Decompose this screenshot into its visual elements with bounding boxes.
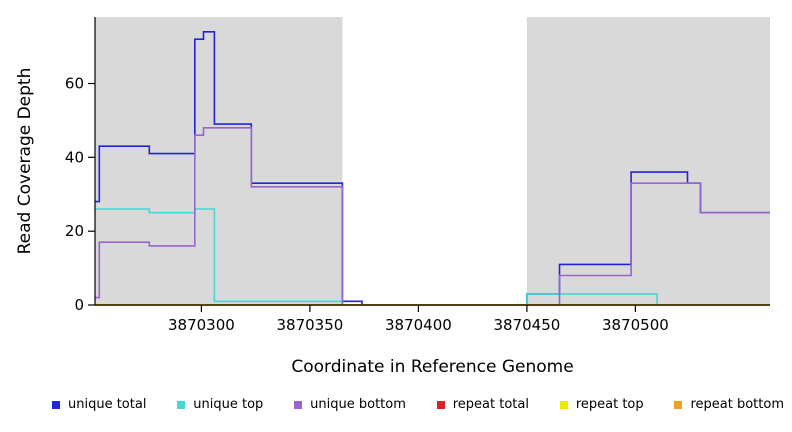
legend-item-repeat-bottom: repeat bottom — [674, 397, 784, 412]
y-tick-label: 40 — [65, 148, 84, 166]
x-tick-label: 3870300 — [168, 316, 235, 334]
x-tick-label: 3870350 — [276, 316, 343, 334]
legend-label: repeat top — [575, 397, 644, 412]
legend-swatch-repeat-top — [559, 400, 568, 409]
legend: unique total unique top unique bottom repea… — [52, 397, 784, 412]
x-tick-label: 3870450 — [493, 316, 560, 334]
legend-swatch-repeat-bottom — [674, 400, 683, 409]
legend-swatch-unique-bottom — [294, 400, 303, 409]
legend-item-unique-bottom: unique bottom — [294, 397, 406, 412]
series-unique-top — [95, 208, 770, 306]
y-axis-title: Read Coverage Depth — [15, 68, 35, 255]
legend-swatch-unique-top — [177, 400, 186, 409]
legend-item-repeat-total: repeat total — [436, 397, 529, 412]
legend-swatch-unique-total — [52, 400, 60, 409]
legend-swatch-repeat-total — [436, 400, 445, 409]
series-unique-bottom — [95, 127, 770, 306]
x-tick-label: 3870500 — [602, 316, 669, 334]
y-tick-label: 0 — [74, 296, 84, 314]
coverage-chart: 3870300 3870350 3870400 3870450 3870500 0 20 40… — [15, 17, 770, 377]
x-axis-title: Coordinate in Reference Genome — [291, 357, 573, 377]
legend-label: unique total — [68, 397, 147, 412]
legend-item-repeat-top: repeat top — [559, 397, 644, 412]
y-tick-label: 60 — [65, 75, 84, 93]
shaded-regions-layer — [95, 17, 770, 305]
axes-layer: 3870300 3870350 3870400 3870450 3870500 0 20 40… — [65, 17, 770, 334]
legend-label: unique bottom — [310, 397, 406, 412]
y-tick-label: 20 — [65, 222, 84, 240]
legend-label: repeat total — [452, 397, 529, 412]
legend-item-unique-total: unique total — [52, 397, 146, 412]
shaded-region — [526, 17, 770, 305]
legend-label: repeat bottom — [690, 397, 784, 412]
legend-label: unique top — [193, 397, 264, 412]
x-tick-label: 3870400 — [385, 316, 452, 334]
shaded-region — [95, 17, 343, 305]
legend-item-unique-top: unique top — [177, 397, 263, 412]
